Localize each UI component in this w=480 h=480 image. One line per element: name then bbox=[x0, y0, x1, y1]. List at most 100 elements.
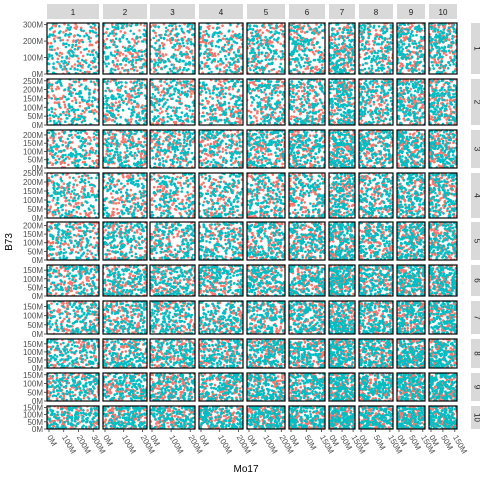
scatter-point bbox=[309, 61, 312, 64]
scatter-point bbox=[231, 45, 234, 48]
scatter-point bbox=[67, 63, 70, 66]
scatter-point bbox=[53, 112, 56, 115]
scatter-point bbox=[348, 52, 351, 55]
scatter-point bbox=[407, 32, 410, 35]
scatter-point bbox=[68, 57, 71, 60]
scatter-point bbox=[377, 85, 380, 88]
scatter-point bbox=[335, 62, 338, 65]
scatter-point bbox=[156, 54, 159, 57]
scatter-point bbox=[404, 119, 407, 122]
scatter-point bbox=[313, 47, 316, 50]
scatter-point bbox=[64, 120, 67, 123]
scatter-point bbox=[453, 106, 456, 109]
scatter-point bbox=[90, 80, 93, 83]
scatter-point bbox=[130, 102, 133, 105]
scatter-point bbox=[217, 83, 220, 86]
scatter-point bbox=[380, 50, 383, 53]
scatter-point bbox=[134, 93, 137, 96]
scatter-point bbox=[238, 99, 241, 102]
scatter-point bbox=[260, 98, 263, 101]
scatter-point bbox=[221, 93, 224, 96]
scatter-point bbox=[449, 64, 452, 67]
scatter-point bbox=[280, 63, 283, 66]
scatter-point bbox=[189, 50, 192, 53]
scatter-point bbox=[445, 118, 448, 121]
scatter-point bbox=[299, 118, 302, 121]
scatter-point bbox=[124, 86, 127, 89]
scatter-point bbox=[359, 117, 362, 120]
scatter-point bbox=[375, 86, 378, 89]
scatter-point bbox=[360, 103, 363, 106]
scatter-point bbox=[343, 48, 346, 51]
scatter-point bbox=[414, 90, 417, 93]
scatter-point bbox=[151, 96, 154, 99]
scatter-point bbox=[163, 43, 166, 46]
scatter-point bbox=[62, 42, 65, 45]
scatter-point bbox=[265, 93, 268, 96]
scatter-point bbox=[213, 33, 216, 36]
scatter-point bbox=[272, 111, 275, 114]
scatter-point bbox=[351, 121, 354, 124]
scatter-point bbox=[208, 68, 211, 71]
scatter-point bbox=[280, 70, 283, 73]
scatter-point bbox=[219, 104, 222, 107]
scatter-point bbox=[185, 56, 188, 59]
scatter-point bbox=[162, 91, 165, 94]
facet-panel bbox=[288, 78, 327, 126]
scatter-point bbox=[349, 94, 352, 97]
scatter-point bbox=[369, 70, 372, 73]
scatter-point bbox=[282, 93, 285, 96]
scatter-point bbox=[277, 94, 280, 97]
scatter-point bbox=[350, 64, 353, 67]
scatter-point bbox=[211, 35, 214, 38]
scatter-point bbox=[279, 104, 282, 107]
scatter-point bbox=[209, 92, 212, 95]
scatter-point bbox=[190, 43, 193, 46]
scatter-point bbox=[320, 24, 323, 27]
scatter-point bbox=[410, 93, 413, 96]
scatter-point bbox=[161, 98, 164, 101]
scatter-point bbox=[253, 43, 256, 46]
scatter-point bbox=[405, 86, 408, 89]
scatter-point bbox=[383, 102, 386, 105]
scatter-point bbox=[206, 55, 209, 58]
scatter-point bbox=[237, 60, 240, 63]
scatter-point bbox=[345, 115, 348, 118]
scatter-point bbox=[400, 50, 403, 53]
scatter-point bbox=[298, 64, 301, 67]
scatter-point bbox=[154, 25, 157, 28]
scatter-point bbox=[56, 61, 59, 64]
scatter-point bbox=[431, 38, 434, 41]
scatter-point bbox=[171, 29, 174, 32]
scatter-point bbox=[84, 88, 87, 91]
scatter-point bbox=[255, 63, 258, 66]
scatter-point bbox=[387, 56, 390, 59]
scatter-point bbox=[413, 46, 416, 49]
scatter-point bbox=[224, 44, 227, 47]
scatter-point bbox=[431, 61, 434, 64]
scatter-point bbox=[249, 28, 252, 31]
scatter-point bbox=[389, 48, 392, 51]
facet-panel bbox=[428, 78, 459, 126]
scatter-point bbox=[273, 68, 276, 71]
scatter-point bbox=[237, 121, 240, 124]
scatter-point bbox=[307, 98, 310, 101]
scatter-point bbox=[80, 83, 83, 86]
scatter-point bbox=[369, 25, 372, 28]
scatter-point bbox=[229, 24, 232, 27]
scatter-point bbox=[352, 97, 355, 100]
scatter-point bbox=[277, 55, 280, 58]
scatter-point bbox=[347, 46, 350, 49]
scatter-point bbox=[330, 88, 333, 91]
scatter-point bbox=[316, 80, 319, 83]
scatter-point bbox=[331, 46, 334, 49]
scatter-point bbox=[307, 25, 310, 28]
scatter-point bbox=[262, 116, 265, 119]
scatter-point bbox=[420, 45, 423, 48]
scatter-point bbox=[260, 39, 263, 42]
scatter-point bbox=[253, 115, 256, 118]
scatter-point bbox=[172, 67, 175, 70]
scatter-point bbox=[448, 38, 451, 41]
scatter-point bbox=[386, 70, 389, 73]
scatter-point bbox=[268, 104, 271, 107]
